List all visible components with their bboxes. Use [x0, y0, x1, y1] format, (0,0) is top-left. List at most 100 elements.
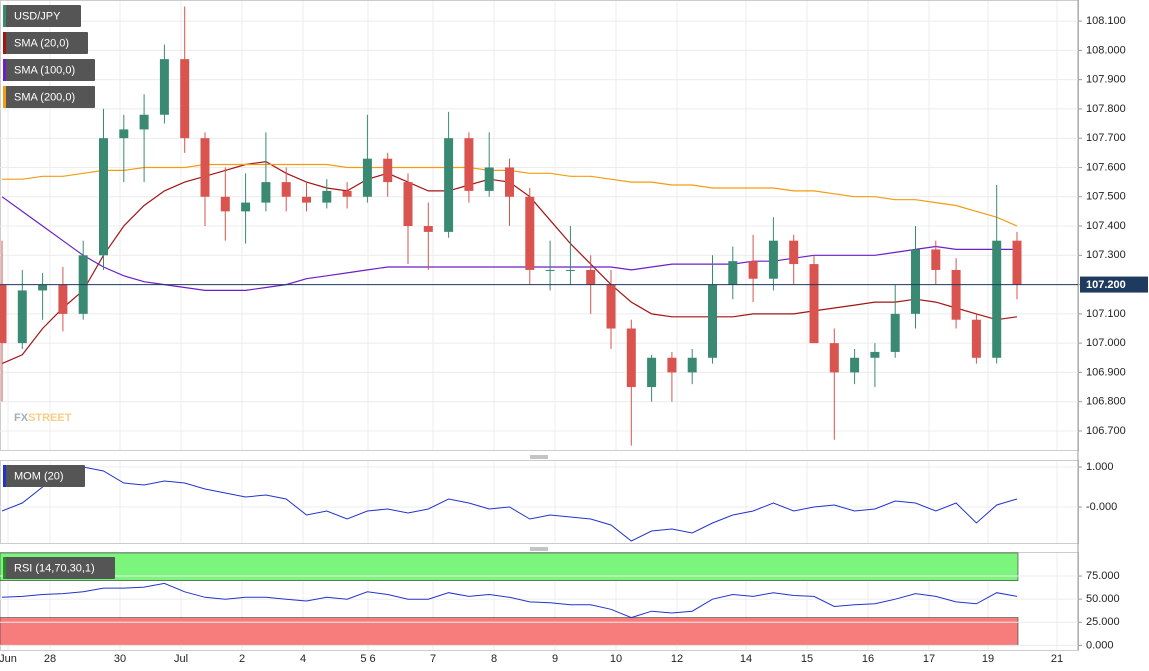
y-tick-label: 25.000: [1086, 616, 1120, 628]
candle-body: [464, 138, 474, 191]
candle-body: [768, 240, 778, 279]
y-tick-label: 107.800: [1086, 103, 1126, 115]
x-tick-label: 2: [239, 653, 245, 665]
candle-body: [139, 114, 149, 130]
candle-body: [789, 240, 799, 265]
candle-body: [647, 357, 657, 388]
candle-body: [342, 190, 352, 197]
candle-body: [444, 138, 454, 232]
y-tick-label: 108.000: [1086, 44, 1126, 56]
legend-swatch: [3, 32, 6, 54]
candle-body: [890, 313, 900, 352]
candle-body: [17, 290, 27, 344]
legend-swatch: [3, 59, 6, 81]
candle-body: [241, 202, 251, 212]
y-tick-label: 107.900: [1086, 74, 1126, 86]
y-tick-label: 106.800: [1086, 396, 1126, 408]
y-tick-label: 107.000: [1086, 337, 1126, 349]
candle-body: [0, 284, 7, 344]
candle-body: [362, 158, 372, 197]
candle-body: [119, 129, 129, 139]
candle-body: [992, 240, 1002, 358]
y-tick-label: 107.500: [1086, 191, 1126, 203]
candle-body: [403, 182, 413, 227]
last-price-label: 107.200: [1086, 279, 1126, 291]
x-tick-label: 8: [491, 653, 497, 665]
candle-body: [687, 357, 697, 373]
candle-body: [505, 167, 514, 197]
y-tick-label: 50.000: [1086, 593, 1120, 605]
legend-box: [3, 5, 81, 27]
watermark-part: STREET: [28, 412, 72, 424]
candle-body: [38, 284, 48, 291]
legend-label: USD/JPY: [14, 10, 61, 22]
candle-body: [586, 269, 596, 285]
candle-body: [606, 284, 616, 329]
y-tick-label: 107.700: [1086, 132, 1126, 144]
x-tick-label: 7: [430, 653, 436, 665]
candle-body: [220, 196, 230, 212]
candle-body: [99, 138, 108, 256]
legend-swatch: [3, 557, 6, 579]
y-tick-label: 108.100: [1086, 15, 1126, 27]
x-tick-label: 21: [1051, 653, 1063, 665]
x-tick-label: Jul: [174, 653, 188, 665]
legend-swatch: [3, 465, 6, 487]
x-tick-label: Jun: [0, 653, 17, 665]
x-tick-label: 28: [44, 653, 56, 665]
x-tick-label: 5 6: [360, 653, 375, 665]
last-price-box: [1080, 276, 1148, 293]
x-tick-label: 10: [610, 653, 622, 665]
x-tick-label: 17: [923, 653, 935, 665]
candle-body: [302, 196, 311, 203]
y-tick-label: 106.700: [1086, 425, 1126, 437]
legend-label: SMA (100,0): [14, 64, 75, 76]
candle-body: [748, 261, 758, 279]
x-tick-label: 4: [300, 653, 306, 665]
legend-box: [3, 59, 95, 81]
y-tick-label: 75.000: [1086, 570, 1120, 582]
y-tick-label: 106.900: [1086, 366, 1126, 378]
y-tick-label: -0.000: [1086, 501, 1117, 513]
candle-body: [180, 59, 190, 139]
candle-body: [829, 343, 839, 373]
y-tick-label: 107.400: [1086, 220, 1126, 232]
panel-frame: [0, 460, 1079, 544]
x-tick-label: 12: [671, 653, 683, 665]
candle-body: [809, 264, 819, 344]
y-tick-label: 107.300: [1086, 249, 1126, 261]
legend-box: [3, 32, 88, 54]
candle-body: [931, 249, 941, 270]
candle-body: [545, 269, 555, 271]
candle-body: [383, 158, 393, 183]
legend-swatch: [3, 86, 6, 108]
indicator-line: [1, 582, 1018, 619]
candle-body: [423, 226, 433, 232]
legend-label: MOM (20): [14, 470, 64, 482]
candle-body: [850, 357, 860, 373]
legend-label: SMA (200,0): [14, 91, 75, 103]
candle-body: [1012, 240, 1022, 285]
legend-box: [3, 465, 85, 487]
sma-line: [1, 196, 1017, 291]
candle-body: [667, 357, 677, 373]
candle-body: [281, 182, 291, 197]
candle-body: [708, 284, 717, 358]
y-tick-label: 0.000: [1086, 639, 1114, 651]
candle-body: [911, 249, 920, 314]
candle-body: [261, 182, 271, 203]
legend-box: [3, 86, 95, 108]
candle-body: [58, 284, 68, 314]
x-tick-label: 16: [862, 653, 874, 665]
candle-body: [565, 269, 575, 271]
y-tick-label: 107.100: [1086, 308, 1126, 320]
candle-body: [951, 269, 961, 320]
y-tick-label: 107.600: [1086, 161, 1126, 173]
x-tick-label: 30: [114, 653, 126, 665]
candle-body: [484, 167, 494, 191]
candle-body: [870, 351, 880, 358]
x-tick-label: 19: [982, 653, 994, 665]
candle-body: [971, 319, 981, 358]
watermark-part: FX: [14, 412, 29, 424]
